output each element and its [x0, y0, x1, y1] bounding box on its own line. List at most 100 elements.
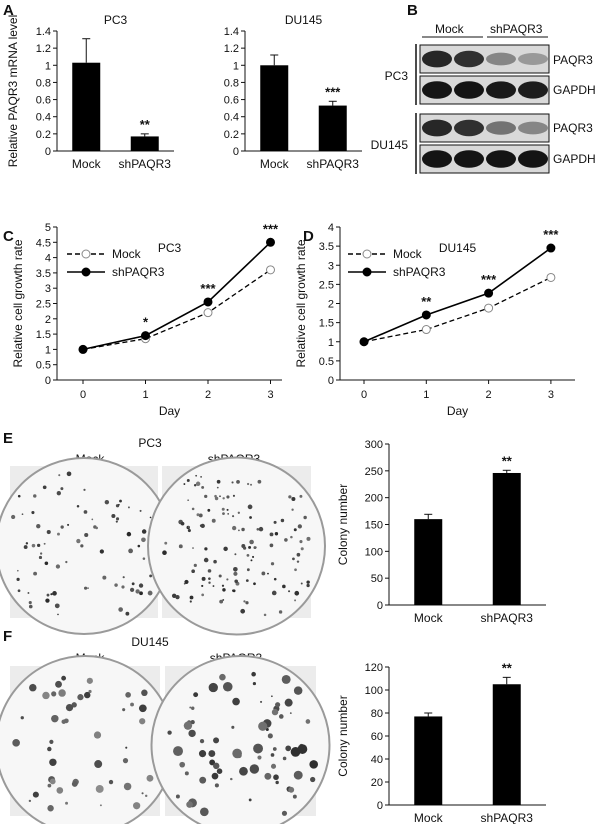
colony: [47, 746, 52, 752]
colony: [282, 756, 287, 761]
colony: [306, 580, 310, 584]
colony: [310, 776, 316, 783]
colony: [57, 613, 59, 616]
colony: [44, 561, 49, 566]
y-tick-label: 4: [328, 222, 334, 234]
category-label: shPAQR3: [481, 811, 534, 824]
colony: [280, 518, 285, 523]
colony: [232, 525, 237, 531]
colony: [261, 571, 266, 576]
series-line-shpaqr3: [363, 247, 552, 343]
y-tick-label: 80: [371, 708, 383, 720]
colony: [139, 509, 142, 512]
colony: [190, 720, 195, 725]
colony: [300, 582, 303, 585]
significance-label: **: [421, 294, 432, 309]
data-point-shpaqr3: [421, 310, 431, 320]
colony: [47, 783, 52, 788]
colony: [184, 579, 189, 585]
colony: [231, 725, 235, 729]
colony: [238, 529, 240, 532]
colony: [246, 482, 250, 486]
colony: [275, 702, 281, 708]
colony: [221, 584, 225, 587]
colony: [193, 563, 197, 567]
panel-label-c: C: [3, 228, 14, 245]
y-tick-label: 0.5: [319, 356, 334, 368]
colony: [219, 495, 221, 498]
colony: [269, 532, 274, 537]
colony: [243, 600, 246, 603]
colony: [200, 523, 205, 529]
significance-label: ***: [543, 227, 559, 242]
colony: [56, 787, 64, 794]
blot-band: [518, 81, 548, 99]
blot-group-mock: Mock: [435, 22, 465, 36]
y-tick-label: 0.2: [36, 129, 51, 141]
colony: [178, 544, 183, 549]
colony: [221, 507, 225, 511]
colony: [141, 537, 146, 543]
y-tick-label: 1.4: [36, 26, 51, 38]
colony: [213, 762, 220, 770]
significance-label: **: [140, 117, 151, 132]
colony: [278, 714, 284, 719]
significance-label: **: [502, 660, 513, 675]
colony: [179, 761, 186, 768]
colony: [198, 513, 203, 518]
colony: [128, 548, 133, 554]
colony: [204, 547, 208, 551]
colony: [216, 479, 221, 484]
colony: [289, 712, 292, 714]
colony: [104, 499, 110, 505]
y-tick-label: 1: [45, 344, 51, 356]
colony: [66, 471, 72, 477]
y-tick-label: 1.4: [224, 26, 239, 38]
colony: [284, 538, 288, 542]
x-tick-label: 1: [142, 389, 148, 401]
colony: [16, 577, 20, 581]
colony: [149, 516, 152, 519]
colony: [187, 529, 191, 533]
colony: [211, 518, 216, 523]
legend-swatch-marker: [81, 249, 91, 259]
colony: [127, 506, 130, 509]
colony: [213, 559, 217, 564]
blot-band: [486, 121, 516, 135]
data-point-mock: [484, 303, 494, 313]
colony: [111, 513, 116, 519]
colony: [200, 476, 202, 478]
y-tick-label: 3.5: [319, 241, 334, 253]
colony: [267, 733, 273, 739]
colony: [249, 516, 252, 519]
colony: [141, 689, 148, 697]
colony: [180, 521, 185, 526]
colony: [164, 541, 168, 545]
colony: [288, 495, 292, 499]
colony: [33, 571, 38, 576]
bar-mock: [414, 519, 443, 605]
colony: [232, 494, 236, 497]
y-tick-label: 3: [45, 283, 51, 295]
colony: [63, 718, 69, 724]
chart-title: DU145: [439, 241, 477, 255]
colony: [208, 750, 216, 758]
colony: [17, 494, 21, 498]
y-tick-label: 0.4: [224, 112, 239, 124]
blot-band: [486, 52, 516, 66]
colony: [236, 480, 240, 484]
colony: [249, 764, 260, 774]
series-line-mock: [363, 276, 552, 343]
y-tick-label: 1: [45, 60, 51, 72]
colony: [293, 686, 303, 695]
colony: [219, 673, 226, 681]
data-point-shpaqr3: [359, 337, 369, 347]
category-label: Mock: [260, 157, 290, 171]
y-tick-label: 5: [45, 222, 51, 234]
colony: [21, 513, 24, 516]
colony: [33, 494, 37, 498]
colony: [222, 497, 225, 500]
colony: [71, 702, 77, 708]
significance-label: ***: [481, 272, 497, 287]
